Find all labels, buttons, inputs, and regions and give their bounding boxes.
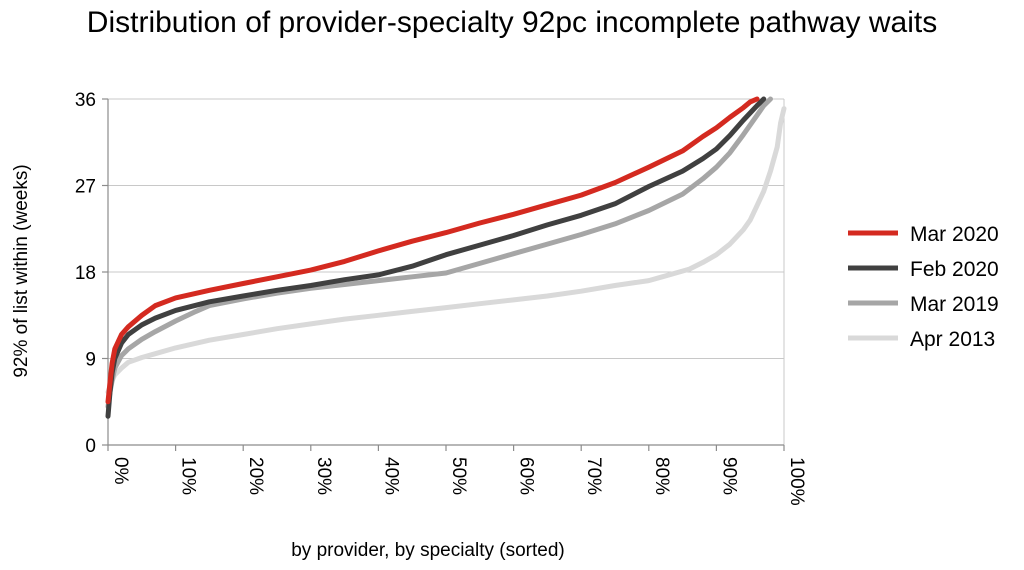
x-tick-label: 60% <box>516 457 537 495</box>
y-tick-label: 9 <box>85 350 96 371</box>
x-tick-label: 30% <box>313 457 334 495</box>
tick-labels: 0 9 18 27 36 0% 10% 20% 30% 40% 50% 60% 70% 80% 90% 100… <box>75 90 807 506</box>
legend-item: Feb 2020 <box>848 258 999 281</box>
legend-label: Mar 2019 <box>910 293 999 316</box>
legend-item: Apr 2013 <box>848 328 995 351</box>
x-tick-label: 80% <box>651 457 672 495</box>
x-tick-label: 50% <box>448 457 469 495</box>
series-line-mar-2019 <box>105 96 773 410</box>
x-tick-label: 0% <box>110 457 131 485</box>
chart-title: Distribution of provider-specialty 92pc … <box>86 6 938 39</box>
x-tick-label: 20% <box>245 457 266 495</box>
legend: Mar 2020 Feb 2020 Mar 2019 Apr 2013 <box>848 223 999 351</box>
series-lines <box>105 96 787 419</box>
legend-item: Mar 2020 <box>848 223 999 246</box>
series-line-feb-2020 <box>105 96 767 419</box>
y-tick-label: 0 <box>85 436 96 457</box>
x-tick-label: 100% <box>786 457 807 506</box>
legend-item: Mar 2019 <box>848 293 999 316</box>
y-tick-label: 18 <box>75 263 96 284</box>
x-tick-label: 90% <box>718 457 739 495</box>
legend-label: Apr 2013 <box>910 328 995 351</box>
y-tick-label: 36 <box>75 90 96 111</box>
y-tick-label: 27 <box>75 177 96 198</box>
y-axis-title: 92% of list within (weeks) <box>11 164 32 377</box>
x-tick-label: 10% <box>178 457 199 495</box>
x-tick-label: 70% <box>583 457 604 495</box>
x-tick-label: 40% <box>380 457 401 495</box>
series-line-mar-2020 <box>105 96 760 405</box>
legend-label: Mar 2020 <box>910 223 999 246</box>
x-axis-title: by provider, by specialty (sorted) <box>291 540 565 561</box>
series-line-apr-2013 <box>105 106 787 395</box>
legend-label: Feb 2020 <box>910 258 999 281</box>
